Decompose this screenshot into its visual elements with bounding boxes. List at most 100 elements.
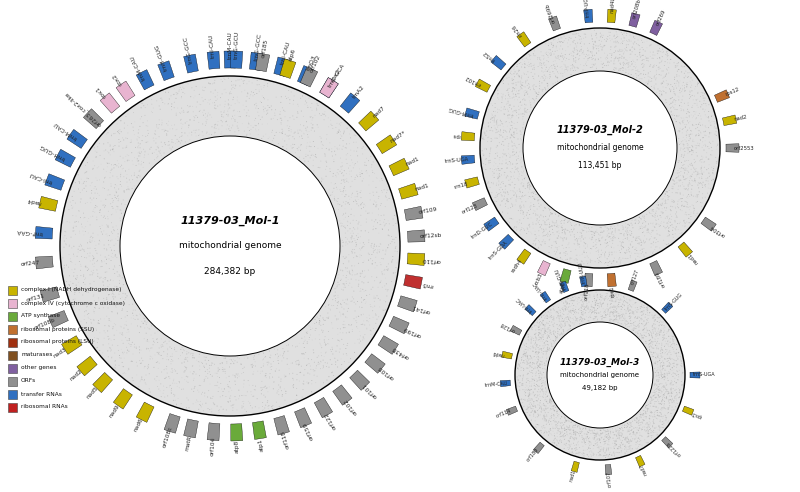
Point: [617, 433, 630, 441]
Point: [654, 385, 667, 393]
Point: [514, 207, 527, 215]
Point: [520, 70, 533, 78]
Point: [501, 198, 514, 206]
Point: [332, 293, 345, 301]
Point: [195, 359, 208, 367]
Point: [185, 349, 198, 357]
Point: [710, 157, 722, 165]
Point: [692, 130, 705, 138]
Point: [164, 381, 177, 389]
Point: [90, 326, 103, 334]
Point: [605, 54, 618, 62]
Point: [670, 360, 683, 368]
Point: [502, 160, 514, 168]
Point: [353, 339, 366, 347]
Point: [613, 303, 626, 311]
Point: [606, 293, 619, 301]
Point: [537, 392, 550, 400]
Point: [499, 150, 512, 158]
Point: [567, 427, 580, 434]
Point: [532, 344, 545, 352]
Point: [553, 313, 566, 321]
Point: [214, 101, 226, 109]
Point: [146, 341, 159, 349]
Point: [104, 200, 117, 208]
Point: [650, 341, 662, 349]
Point: [560, 315, 573, 323]
Point: [605, 308, 618, 315]
Point: [542, 324, 554, 332]
Point: [326, 152, 339, 160]
Point: [638, 215, 651, 222]
Point: [625, 437, 638, 445]
Point: [656, 418, 669, 426]
Point: [138, 154, 150, 161]
Point: [538, 402, 551, 410]
Point: [68, 227, 81, 235]
Point: [675, 138, 688, 146]
Point: [354, 239, 366, 247]
Point: [199, 368, 212, 375]
Point: [222, 107, 234, 115]
Point: [684, 83, 697, 91]
Point: [657, 331, 670, 339]
Point: [526, 372, 539, 380]
Point: [658, 418, 670, 426]
Point: [601, 296, 614, 304]
Point: [553, 312, 566, 320]
Point: [661, 387, 674, 395]
Point: [326, 172, 339, 180]
Point: [691, 95, 704, 103]
Point: [659, 349, 672, 357]
Point: [674, 386, 686, 394]
Point: [256, 402, 269, 410]
Point: [218, 368, 231, 375]
Wedge shape: [560, 281, 569, 293]
Point: [670, 96, 682, 104]
Point: [110, 182, 123, 190]
Point: [340, 155, 353, 163]
Point: [379, 306, 392, 313]
Point: [289, 343, 302, 351]
Point: [86, 212, 99, 220]
Point: [525, 60, 538, 68]
Point: [276, 125, 289, 133]
Point: [318, 336, 330, 344]
Point: [355, 244, 368, 252]
Point: [92, 296, 105, 304]
Point: [347, 254, 360, 262]
Point: [592, 247, 605, 255]
Wedge shape: [158, 61, 174, 81]
Point: [514, 383, 526, 391]
Point: [678, 107, 690, 115]
Point: [697, 134, 710, 142]
Point: [694, 129, 707, 137]
Point: [522, 403, 534, 411]
Point: [196, 83, 209, 91]
Point: [524, 182, 537, 190]
Point: [338, 183, 351, 190]
Point: [681, 174, 694, 182]
Point: [578, 303, 590, 311]
Point: [326, 302, 338, 309]
Point: [521, 360, 534, 368]
Circle shape: [523, 71, 677, 225]
Point: [294, 141, 307, 149]
Point: [610, 55, 622, 62]
Point: [359, 286, 372, 294]
Point: [554, 38, 566, 46]
Point: [674, 165, 686, 173]
Point: [609, 442, 622, 450]
Point: [606, 296, 618, 304]
Point: [653, 327, 666, 335]
Point: [102, 207, 115, 215]
Point: [256, 367, 269, 375]
Point: [488, 116, 501, 124]
Point: [178, 108, 190, 116]
Point: [680, 144, 693, 152]
Point: [491, 165, 504, 173]
Point: [656, 363, 669, 370]
Point: [346, 191, 358, 199]
Point: [638, 245, 650, 252]
Point: [343, 270, 356, 277]
